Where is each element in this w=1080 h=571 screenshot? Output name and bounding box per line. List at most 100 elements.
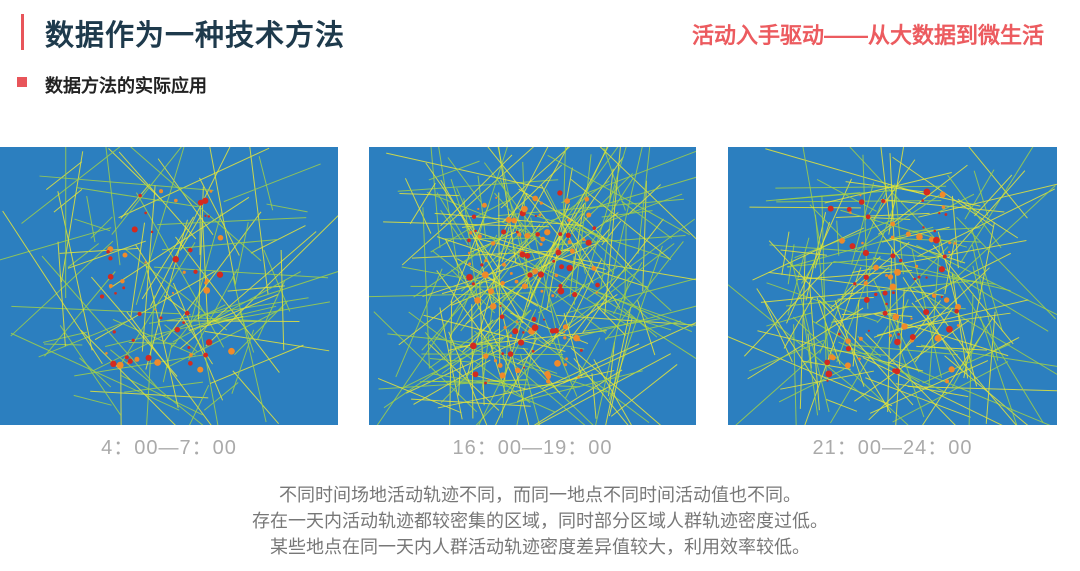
image-texture xyxy=(944,213,948,216)
image-texture xyxy=(523,366,526,369)
image-texture xyxy=(487,379,490,382)
image-texture xyxy=(266,203,308,213)
image-texture xyxy=(888,147,905,235)
image-texture xyxy=(428,160,480,181)
image-texture xyxy=(554,273,559,278)
image-texture xyxy=(803,318,819,416)
image-texture xyxy=(846,206,852,212)
image-texture xyxy=(517,374,584,403)
image-texture xyxy=(120,183,151,219)
image-texture xyxy=(217,234,224,241)
image-texture xyxy=(163,211,262,342)
image-texture xyxy=(59,325,122,416)
image-texture xyxy=(145,219,188,370)
image-texture xyxy=(166,320,300,322)
image-texture xyxy=(521,205,528,213)
image-texture xyxy=(570,347,662,425)
image-texture xyxy=(150,230,154,234)
image-texture xyxy=(522,331,525,334)
image-texture xyxy=(569,248,575,254)
image-texture xyxy=(90,390,209,399)
image-texture xyxy=(605,306,632,425)
image-texture xyxy=(584,318,661,332)
image-texture xyxy=(501,262,506,267)
image-texture xyxy=(507,351,514,357)
image-texture xyxy=(470,342,477,350)
image-texture xyxy=(480,263,484,267)
image-texture xyxy=(41,255,159,389)
image-texture xyxy=(888,333,893,338)
image-texture xyxy=(531,349,535,353)
image-texture xyxy=(826,379,829,382)
image-texture xyxy=(74,218,111,232)
image-texture xyxy=(642,180,647,292)
image-texture xyxy=(864,216,911,220)
image-texture xyxy=(887,274,894,280)
image-texture xyxy=(854,319,970,402)
image-texture xyxy=(595,291,598,294)
image-texture xyxy=(851,182,875,265)
image-texture xyxy=(442,237,538,240)
image-texture xyxy=(862,357,1003,425)
image-texture xyxy=(595,277,630,425)
image-texture xyxy=(597,306,627,336)
image-texture xyxy=(543,318,546,321)
image-texture xyxy=(470,373,528,391)
image-texture xyxy=(369,292,536,298)
image-texture xyxy=(909,333,916,340)
image-texture xyxy=(890,235,895,240)
image-texture xyxy=(436,270,494,350)
image-texture xyxy=(511,217,517,224)
image-texture xyxy=(524,253,531,259)
image-texture xyxy=(802,147,822,249)
image-texture xyxy=(752,227,865,281)
image-texture xyxy=(824,359,831,366)
image-texture xyxy=(865,214,871,220)
image-texture xyxy=(386,152,544,189)
image-texture xyxy=(280,249,285,351)
image-texture xyxy=(557,287,565,295)
image-texture xyxy=(868,380,910,421)
image-texture xyxy=(481,271,489,279)
image-texture xyxy=(514,279,519,284)
image-texture xyxy=(778,368,845,403)
image-texture xyxy=(205,339,213,346)
image-texture xyxy=(569,256,575,298)
image-texture xyxy=(526,147,569,222)
panel-caption: 4：00—7：00 xyxy=(101,437,237,459)
image-texture xyxy=(516,241,558,332)
image-texture xyxy=(584,196,590,202)
image-texture xyxy=(126,311,212,425)
image-texture xyxy=(570,223,615,275)
image-texture xyxy=(551,294,555,298)
image-texture xyxy=(819,189,888,354)
image-texture xyxy=(852,239,1027,273)
image-texture xyxy=(402,334,510,389)
image-texture xyxy=(189,384,210,425)
image-texture xyxy=(188,268,238,361)
image-texture xyxy=(530,234,561,289)
image-texture xyxy=(623,308,658,338)
image-texture xyxy=(858,336,863,341)
image-texture xyxy=(162,344,173,383)
image-texture xyxy=(112,330,116,334)
image-texture xyxy=(171,291,175,295)
image-texture xyxy=(821,195,827,372)
image-texture xyxy=(951,195,959,269)
image-texture xyxy=(105,352,108,355)
image-texture xyxy=(472,226,494,310)
image-texture xyxy=(250,225,306,254)
image-texture xyxy=(903,312,1011,329)
image-texture xyxy=(790,259,830,413)
image-texture xyxy=(503,325,507,330)
image-texture xyxy=(59,247,139,254)
image-texture xyxy=(882,290,888,296)
image-texture xyxy=(497,198,684,217)
image-texture xyxy=(467,238,471,243)
image-texture xyxy=(556,314,696,326)
image-texture xyxy=(573,221,672,312)
image-texture xyxy=(500,286,527,316)
image-texture xyxy=(567,218,571,222)
image-texture xyxy=(954,303,962,311)
image-texture xyxy=(816,178,877,212)
